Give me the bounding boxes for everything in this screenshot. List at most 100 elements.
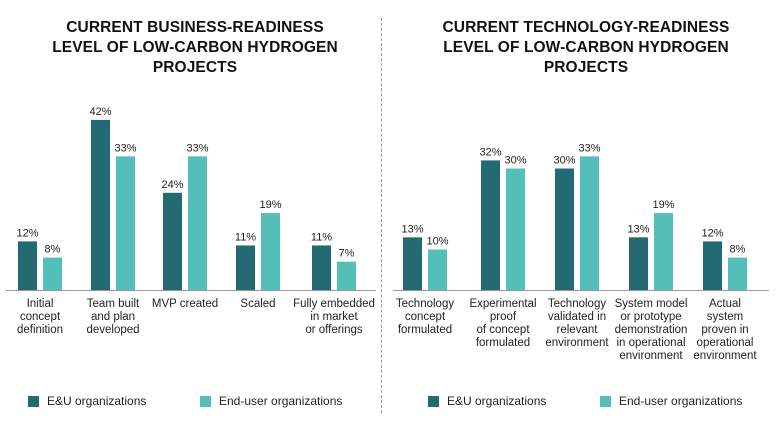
category-label-line: formulated <box>475 337 531 349</box>
bar-plot: 13%10%32%30% 30%33%13%19%12%8% <box>393 142 769 291</box>
data-label: 13% <box>627 223 649 235</box>
category-label-line: demonstration <box>614 324 688 336</box>
bar-eu <box>236 245 255 290</box>
data-label: 11% <box>235 231 256 243</box>
bar-enduser <box>43 257 62 290</box>
bar-eu <box>629 237 648 290</box>
data-label: 19% <box>652 199 674 211</box>
category-label-line: or prototype <box>620 311 682 323</box>
title-line: CURRENT TECHNOLOGY-READINESS <box>442 19 730 36</box>
data-label: 11% <box>311 231 332 243</box>
legend-label-eu: E&U organizations <box>47 394 147 408</box>
legend-item-eu: E&U organizations <box>428 394 546 408</box>
category-label-line: System model <box>614 298 688 310</box>
category-label-line: environment <box>693 350 757 362</box>
title-line: LEVEL OF LOW-CARBON HYDROGEN <box>52 39 338 56</box>
title-line: PROJECTS <box>152 59 238 76</box>
chart-title: CURRENT BUSINESS-READINESS LEVEL OF LOW-… <box>0 18 390 78</box>
category-label: Scaled <box>216 298 300 311</box>
category-label-line: environment <box>619 350 683 362</box>
bar-eu <box>91 119 110 291</box>
category-label-line: Fully embedded <box>293 298 375 310</box>
legend-label-enduser: End-user organizations <box>219 394 343 408</box>
category-label-line: formulated <box>397 324 453 336</box>
bar-enduser <box>580 156 599 290</box>
data-label: 30% <box>504 155 526 167</box>
category-label-line: environment <box>545 337 609 349</box>
category-label: Technology concept formulated <box>383 298 467 337</box>
category-label-line: Initial <box>26 298 54 310</box>
bar-eu <box>163 192 182 290</box>
category-label-line: in market <box>310 311 358 323</box>
chart-title: CURRENT TECHNOLOGY-READINESS LEVEL OF LO… <box>391 18 781 78</box>
category-label-line: MVP created <box>151 298 219 310</box>
category-label-line: concept <box>19 311 61 323</box>
bar-enduser <box>428 249 447 290</box>
data-label: 30% <box>553 155 575 167</box>
category-label: System model or prototype demonstration in … <box>609 298 693 363</box>
bar-eu <box>555 168 574 290</box>
category-label-line: relevant <box>556 324 598 336</box>
category-label-line: operational <box>696 337 754 349</box>
category-label: Team built and plan developed <box>71 298 155 337</box>
category-label: Technology validated in relevant environmen… <box>535 298 619 350</box>
bar-eu <box>403 237 422 290</box>
bar-enduser <box>654 213 673 290</box>
category-label-line: Experimental <box>469 298 537 310</box>
data-label: 19% <box>259 199 281 211</box>
category-label-line: concept <box>404 311 446 323</box>
data-label: 32% <box>479 146 501 158</box>
category-label-line: proof <box>489 311 517 323</box>
technology-readiness-chart: CURRENT TECHNOLOGY-READINESS LEVEL OF LO… <box>391 0 781 422</box>
category-label-line: Technology <box>395 298 455 310</box>
category-label-line: or offerings <box>305 324 363 336</box>
legend-item-enduser: End-user organizations <box>600 394 742 408</box>
data-label: 33% <box>114 142 136 154</box>
bar-enduser <box>116 156 135 290</box>
data-label: 12% <box>16 227 38 239</box>
category-label-line: Technology <box>547 298 607 310</box>
legend-swatch-enduser <box>600 395 611 407</box>
category-label-line: Team built <box>86 298 140 310</box>
legend-item-eu: E&U organizations <box>28 394 146 408</box>
bar-enduser <box>261 213 280 290</box>
data-label: 13% <box>401 223 423 235</box>
category-label: Initial concept definition <box>0 298 82 337</box>
title-line: LEVEL OF LOW-CARBON HYDROGEN <box>443 39 729 56</box>
category-label: Fully embedded in market or offerings <box>292 298 376 337</box>
category-label-line: proven in <box>701 324 749 336</box>
legend-swatch-eu <box>28 395 39 407</box>
business-readiness-chart: CURRENT BUSINESS-READINESS LEVEL OF LOW-… <box>0 0 390 422</box>
legend-item-enduser: End-user organizations <box>200 394 342 408</box>
category-label-line: Actual <box>709 298 741 310</box>
bar-enduser <box>506 168 525 290</box>
category-label-line: and plan <box>90 311 136 323</box>
data-label: 33% <box>186 142 208 154</box>
category-label-line: definition <box>16 324 64 336</box>
category-label-line: Scaled <box>240 298 276 310</box>
legend-label-enduser: End-user organizations <box>619 394 743 408</box>
category-label: Experimental proof of concept formulated <box>461 298 545 350</box>
legend-label-eu: E&U organizations <box>447 394 547 408</box>
title-line: CURRENT BUSINESS-READINESS <box>66 19 324 36</box>
data-label: 8% <box>45 244 61 256</box>
bar-enduser <box>728 257 747 290</box>
title-line: PROJECTS <box>543 59 629 76</box>
legend-swatch-enduser <box>200 395 211 407</box>
category-label-line: in operational <box>616 337 686 349</box>
bar-eu <box>312 245 331 290</box>
data-label: 7% <box>339 248 355 260</box>
category-label-line: validated in <box>547 311 607 323</box>
data-label: 12% <box>701 227 723 239</box>
bar-enduser <box>337 261 356 290</box>
category-label-line: system <box>706 311 744 323</box>
bar-enduser <box>188 156 207 290</box>
data-label: 42% <box>89 106 111 118</box>
bar-eu <box>703 241 722 290</box>
bar-eu <box>18 241 37 290</box>
data-label: 33% <box>578 142 600 154</box>
category-label-line: developed <box>86 324 140 336</box>
bar-plot: 12% 8% 42% 33% 24% 33% 11% 19% 11% 7% <box>6 106 376 291</box>
panel-divider <box>381 18 382 413</box>
category-label: Actual system proven in operational environm… <box>683 298 767 363</box>
